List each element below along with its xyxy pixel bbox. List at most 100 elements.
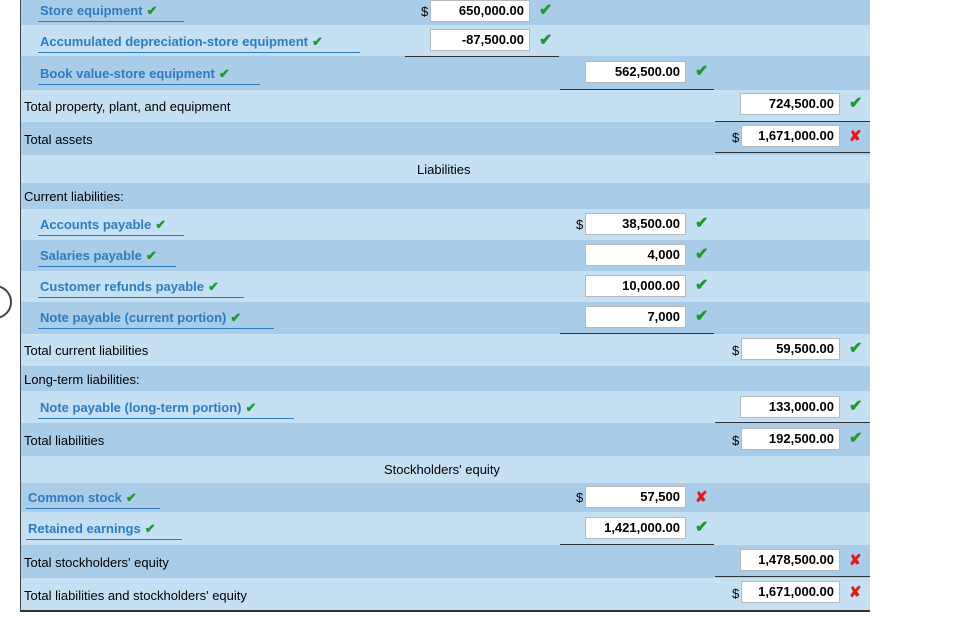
total-assets-amount[interactable]: 1,671,000.00 bbox=[741, 125, 840, 147]
check-icon: ✔ bbox=[849, 340, 863, 357]
check-icon: ✔ bbox=[695, 63, 709, 80]
x-icon: ✘ bbox=[849, 552, 862, 569]
check-icon: ✔ bbox=[539, 32, 553, 49]
subtotal-rule bbox=[405, 56, 559, 57]
note-payable-long-term-dropdown[interactable]: Note payable (long-term portion) ✔ bbox=[40, 400, 257, 415]
subtotal-rule bbox=[560, 89, 714, 90]
row-bg bbox=[20, 271, 870, 302]
row-bg bbox=[20, 391, 870, 423]
check-icon: ✔ bbox=[695, 215, 709, 232]
customer-refunds-amount[interactable]: 10,000.00 bbox=[585, 275, 686, 297]
total-liabilities-equity-amount[interactable]: 1,671,000.00 bbox=[741, 581, 840, 603]
total-stockholders-equity-amount[interactable]: 1,478,500.00 bbox=[740, 549, 840, 571]
dollar-sign: $ bbox=[576, 490, 584, 505]
check-icon: ✔ bbox=[539, 2, 553, 19]
store-equipment-dropdown[interactable]: Store equipment ✔ bbox=[40, 3, 158, 18]
subtotal-rule bbox=[715, 422, 870, 423]
common-stock-dropdown[interactable]: Common stock ✔ bbox=[28, 490, 137, 505]
note-payable-long-term-amount[interactable]: 133,000.00 bbox=[740, 396, 840, 418]
row-bg bbox=[20, 545, 870, 578]
x-icon: ✘ bbox=[849, 128, 862, 145]
check-icon: ✔ bbox=[695, 308, 709, 325]
double-rule bbox=[715, 152, 870, 153]
row-bg bbox=[20, 366, 870, 391]
subtotal-rule bbox=[560, 544, 714, 545]
total-stockholders-equity-label: Total stockholders' equity bbox=[24, 555, 169, 570]
check-icon: ✔ bbox=[125, 490, 137, 505]
total-assets-label: Total assets bbox=[24, 132, 93, 147]
check-icon: ✔ bbox=[849, 95, 863, 112]
left-border bbox=[20, 0, 21, 611]
bottom-border bbox=[20, 610, 870, 612]
check-icon: ✔ bbox=[208, 279, 219, 294]
accumulated-depreciation-amount[interactable]: -87,500.00 bbox=[430, 29, 530, 51]
dropdown-underline bbox=[38, 235, 184, 236]
row-bg bbox=[20, 423, 870, 456]
total-current-liabilities-label: Total current liabilities bbox=[24, 343, 149, 358]
row-bg bbox=[20, 578, 870, 611]
partial-circle-icon bbox=[0, 285, 12, 319]
check-icon: ✔ bbox=[849, 430, 863, 447]
customer-refunds-payable-dropdown[interactable]: Customer refunds payable ✔ bbox=[40, 279, 219, 294]
liabilities-header: Liabilities bbox=[417, 162, 471, 177]
dollar-sign: $ bbox=[732, 130, 740, 145]
dropdown-underline bbox=[38, 418, 294, 419]
dropdown-underline bbox=[38, 52, 360, 53]
salaries-payable-dropdown[interactable]: Salaries payable ✔ bbox=[40, 248, 157, 263]
store-equipment-amount[interactable]: 650,000.00 bbox=[430, 0, 530, 22]
check-icon: ✔ bbox=[155, 217, 167, 232]
check-icon: ✔ bbox=[695, 277, 709, 294]
total-ppe-amount[interactable]: 724,500.00 bbox=[740, 93, 840, 115]
check-icon: ✔ bbox=[146, 3, 158, 18]
current-liabilities-label: Current liabilities: bbox=[24, 189, 124, 204]
retained-earnings-amount[interactable]: 1,421,000.00 bbox=[585, 517, 686, 539]
x-icon: ✘ bbox=[849, 584, 862, 601]
total-ppe-label: Total property, plant, and equipment bbox=[24, 99, 231, 114]
total-current-liabilities-amount[interactable]: 59,500.00 bbox=[741, 338, 840, 360]
check-icon: ✔ bbox=[230, 310, 242, 325]
row-bg bbox=[20, 155, 870, 183]
subtotal-rule bbox=[715, 576, 870, 577]
dropdown-underline bbox=[38, 328, 274, 329]
row-bg bbox=[20, 90, 870, 122]
x-icon: ✘ bbox=[695, 489, 708, 506]
salaries-payable-amount[interactable]: 4,000 bbox=[585, 244, 686, 266]
row-bg bbox=[20, 122, 870, 155]
dollar-sign: $ bbox=[421, 4, 429, 19]
note-payable-current-amount[interactable]: 7,000 bbox=[585, 306, 686, 328]
accumulated-depreciation-dropdown[interactable]: Accumulated depreciation-store equipment… bbox=[40, 34, 323, 49]
book-value-amount[interactable]: 562,500.00 bbox=[585, 61, 686, 83]
dropdown-underline bbox=[26, 539, 182, 540]
stockholders-equity-header: Stockholders' equity bbox=[384, 462, 500, 477]
check-icon: ✔ bbox=[144, 521, 156, 536]
check-icon: ✔ bbox=[695, 519, 709, 536]
check-icon: ✔ bbox=[145, 248, 157, 263]
dropdown-underline bbox=[26, 508, 160, 509]
note-payable-current-dropdown[interactable]: Note payable (current portion) ✔ bbox=[40, 310, 242, 325]
total-liabilities-amount[interactable]: 192,500.00 bbox=[741, 428, 840, 450]
row-bg bbox=[20, 183, 870, 209]
dollar-sign: $ bbox=[576, 217, 584, 232]
check-icon: ✔ bbox=[245, 400, 257, 415]
book-value-dropdown[interactable]: Book value-store equipment ✔ bbox=[40, 66, 230, 81]
row-bg bbox=[20, 209, 870, 240]
row-bg bbox=[20, 334, 870, 366]
check-icon: ✔ bbox=[312, 34, 323, 49]
common-stock-amount[interactable]: 57,500 bbox=[585, 486, 686, 508]
accounts-payable-amount[interactable]: 38,500.00 bbox=[585, 213, 686, 235]
dollar-sign: $ bbox=[732, 343, 740, 358]
row-bg bbox=[20, 456, 870, 483]
accounts-payable-dropdown[interactable]: Accounts payable ✔ bbox=[40, 217, 167, 232]
check-icon: ✔ bbox=[695, 246, 709, 263]
long-term-liabilities-label: Long-term liabilities: bbox=[24, 372, 140, 387]
subtotal-rule bbox=[560, 333, 714, 334]
retained-earnings-dropdown[interactable]: Retained earnings ✔ bbox=[28, 521, 156, 536]
dollar-sign: $ bbox=[732, 586, 740, 601]
total-liabilities-label: Total liabilities bbox=[24, 433, 105, 448]
dropdown-underline bbox=[38, 84, 260, 85]
row-bg bbox=[20, 483, 870, 512]
balance-sheet bbox=[20, 0, 870, 611]
total-liabilities-equity-label: Total liabilities and stockholders' equi… bbox=[24, 588, 247, 603]
dropdown-underline bbox=[38, 266, 176, 267]
dropdown-underline bbox=[38, 297, 244, 298]
